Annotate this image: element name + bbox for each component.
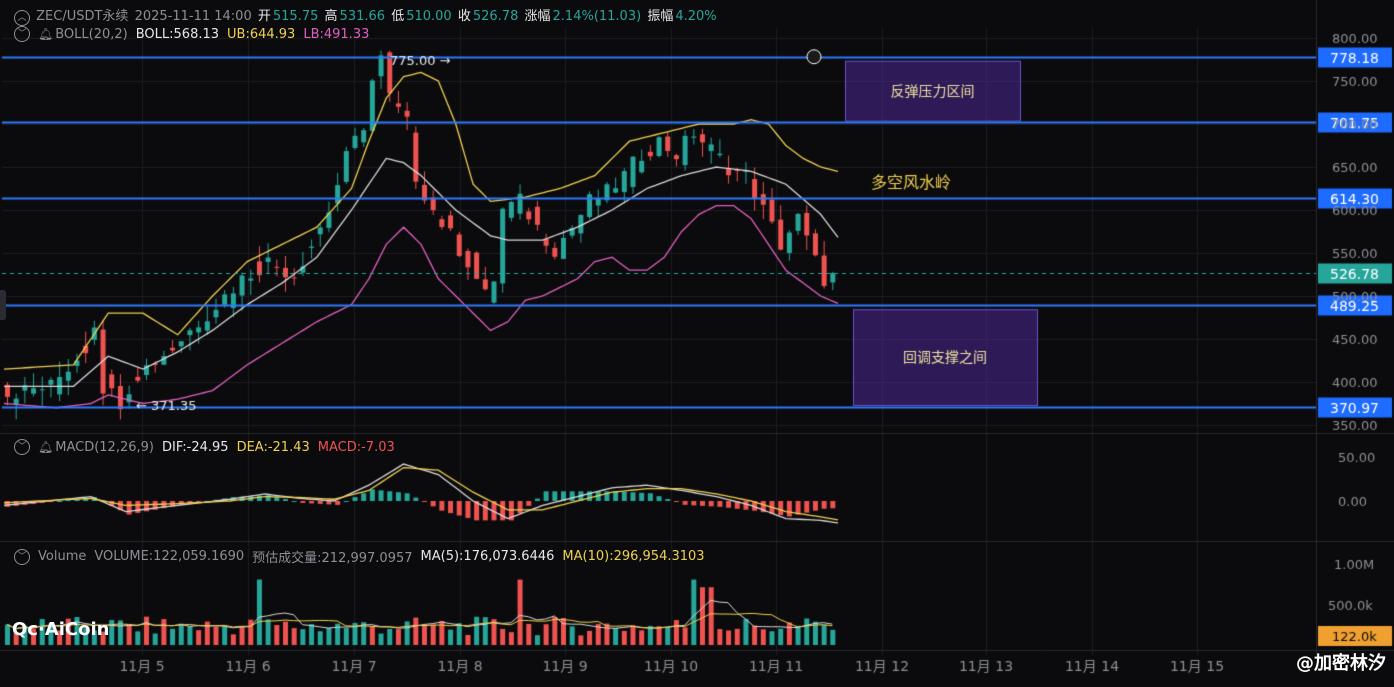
low-value: 510.00 bbox=[406, 9, 452, 24]
macd-name[interactable]: MACD(12,26,9) bbox=[55, 439, 154, 455]
close-label: 收 bbox=[457, 9, 471, 24]
close-value: 526.78 bbox=[472, 9, 519, 24]
volume-ma5: MA(5):176,073.6446 bbox=[420, 549, 555, 564]
boll-name[interactable]: BOLL(20,2) bbox=[55, 26, 128, 42]
chevron-up-icon[interactable]: ︿ bbox=[14, 10, 30, 26]
boll-ub-value: UB:644.93 bbox=[227, 26, 296, 42]
left-panel-handle[interactable] bbox=[0, 290, 6, 320]
macd-hist-value: MACD:-7.03 bbox=[317, 439, 395, 455]
aicoin-logo: Qc·AiCoin bbox=[12, 619, 110, 640]
low-label: 低 bbox=[391, 9, 405, 24]
macd-dea-value: DEA:-21.43 bbox=[236, 439, 310, 455]
change-label: 涨幅 bbox=[524, 9, 551, 24]
chevron-icon[interactable]: ﹀ bbox=[14, 26, 30, 42]
high-value: 531.66 bbox=[339, 9, 386, 24]
chevron-icon[interactable]: ﹀ bbox=[14, 439, 30, 455]
bell-icon[interactable]: 🔔︎ bbox=[38, 440, 54, 454]
volume-legend: ﹀ Volume VOLUME:122,059.1690 预估成交量:212,9… bbox=[14, 547, 705, 566]
boll-legend: ﹀ 🔔︎ BOLL(20,2) BOLL:568.13 UB:644.93 LB… bbox=[14, 26, 369, 42]
macd-legend: ﹀ 🔔︎ MACD(12,26,9) DIF:-24.95 DEA:-21.43… bbox=[14, 439, 395, 455]
change-value: 2.14%(11.03) bbox=[552, 9, 642, 24]
amp-value: 4.20% bbox=[675, 9, 717, 24]
chevron-icon[interactable]: ﹀ bbox=[14, 548, 30, 565]
logo-text: AiCoin bbox=[44, 619, 110, 640]
volume-estimate: 预估成交量:212,997.0957 bbox=[252, 551, 413, 566]
volume-value: VOLUME:122,059.1690 bbox=[94, 549, 245, 564]
high-label: 高 bbox=[324, 9, 338, 24]
open-value: 515.75 bbox=[272, 9, 319, 24]
volume-ma10: MA(10):296,954.3103 bbox=[562, 549, 705, 564]
boll-mid-value: BOLL:568.13 bbox=[135, 26, 220, 42]
macd-dif-value: DIF:-24.95 bbox=[161, 439, 229, 455]
boll-lb-value: LB:491.33 bbox=[303, 26, 370, 42]
symbol: ZEC/USDT永续 bbox=[36, 9, 129, 24]
watermark: @加密林汐 bbox=[1296, 649, 1386, 675]
amp-label: 振幅 bbox=[647, 9, 674, 24]
volume-name[interactable]: Volume bbox=[38, 549, 87, 564]
watermark-text: @加密林汐 bbox=[1296, 653, 1386, 674]
date: 2025-11-11 14:00 bbox=[134, 9, 252, 24]
bell-icon[interactable]: 🔔︎ bbox=[38, 27, 54, 41]
open-label: 开 bbox=[257, 9, 271, 24]
